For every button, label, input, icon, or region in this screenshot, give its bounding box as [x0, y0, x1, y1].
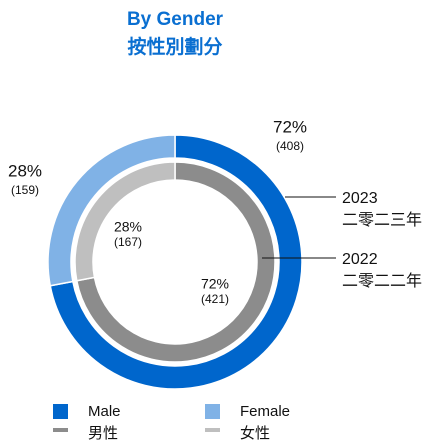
legend-label-zh: 女性 — [240, 424, 270, 442]
donut-segment — [47, 134, 176, 287]
series-name: 2022 — [342, 251, 378, 268]
count-label: (159) — [11, 183, 39, 197]
legend-swatch — [205, 404, 220, 419]
series-name: 2023 — [342, 190, 378, 207]
legend-swatch-2022 — [205, 428, 220, 432]
legend-label: Male — [88, 403, 121, 420]
value-label: 72% — [273, 117, 307, 136]
chart-title: By Gender — [127, 9, 224, 30]
donut-segment — [75, 161, 276, 363]
legend-label-zh: 男性 — [88, 425, 118, 442]
legend-swatch-2022 — [53, 428, 68, 432]
series-name-zh: 二零二三年 — [342, 211, 422, 229]
count-label: (408) — [276, 139, 304, 153]
count-label: (421) — [201, 292, 229, 306]
series-name-zh: 二零二二年 — [342, 272, 422, 290]
value-label: 28% — [114, 219, 142, 235]
legend-label: Female — [240, 403, 290, 420]
value-label: 72% — [201, 276, 229, 292]
count-label: (167) — [114, 235, 142, 249]
donut-segment — [49, 134, 303, 390]
donut-segment — [74, 161, 176, 282]
legend-swatch — [53, 404, 68, 419]
value-label: 28% — [8, 161, 42, 180]
chart-subtitle: 按性別劃分 — [127, 35, 222, 58]
